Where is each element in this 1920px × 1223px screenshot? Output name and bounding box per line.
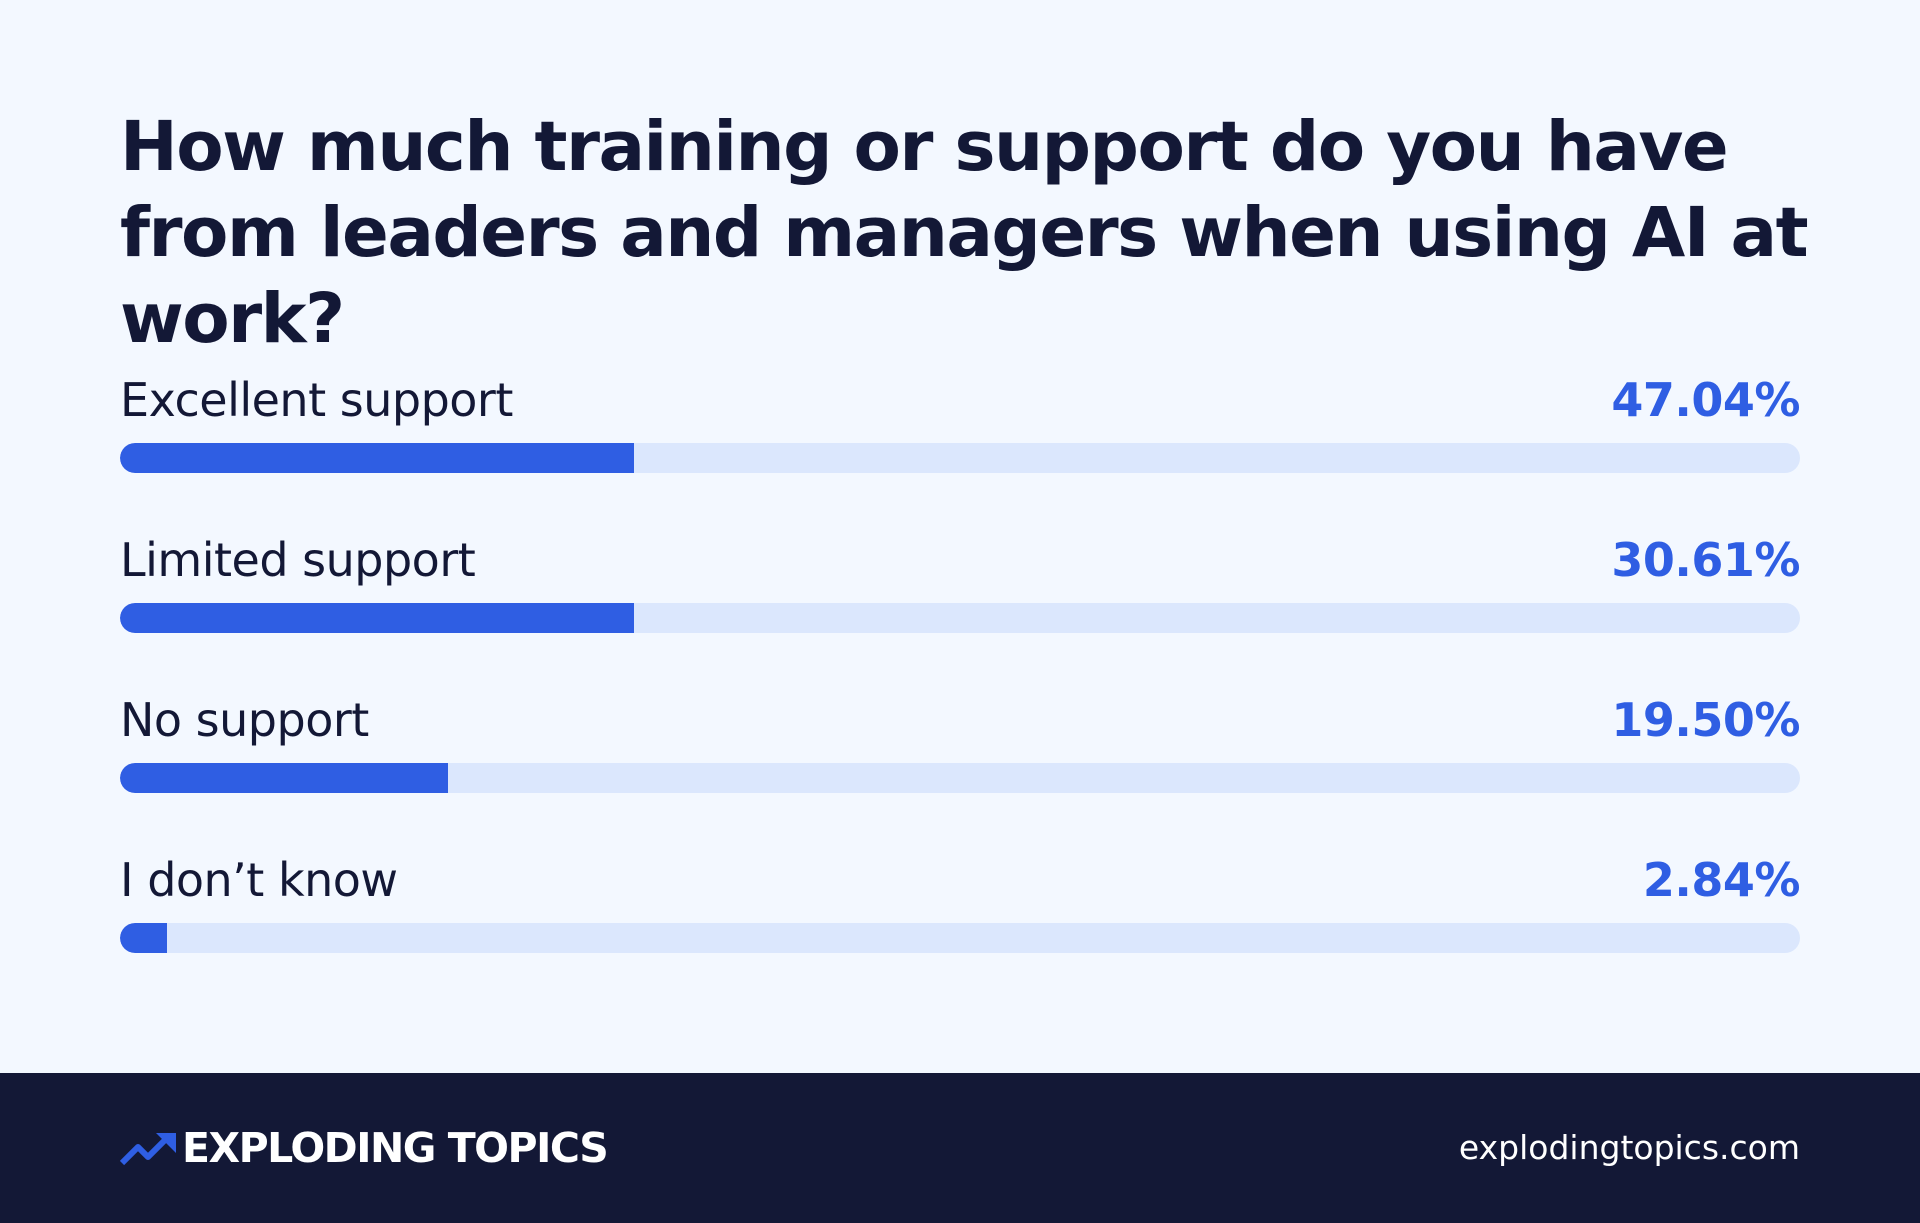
brand-logo[interactable]: EXPLODING TOPICS [120, 1123, 609, 1173]
footer: EXPLODING TOPICS explodingtopics.com [0, 1073, 1920, 1223]
value-label: 47.04% [1611, 373, 1800, 427]
category-label: Limited support [120, 533, 476, 587]
chart-row: Excellent support 47.04% [120, 360, 1800, 520]
bar-fill [120, 923, 168, 953]
value-label: 30.61% [1611, 533, 1800, 587]
category-label: No support [120, 693, 369, 747]
bar-fill [120, 763, 448, 793]
bar-chart: Excellent support 47.04% Limited support 30… [120, 360, 1801, 1000]
chart-row: No support 19.50% [120, 680, 1800, 840]
bar-fill [120, 603, 635, 633]
brand-name: EXPLODING TOPICS [182, 1124, 609, 1172]
value-label: 19.50% [1611, 693, 1800, 747]
bar-track [120, 443, 1800, 473]
trending-up-icon [120, 1132, 176, 1166]
site-url[interactable]: explodingtopics.com [1458, 1128, 1800, 1167]
bar-fill [120, 443, 635, 473]
value-label: 2.84% [1642, 853, 1801, 907]
chart-row: Limited support 30.61% [120, 520, 1800, 680]
category-label: Excellent support [120, 373, 513, 427]
bar-track [120, 603, 1800, 633]
bar-track [120, 923, 1800, 953]
chart-title: How much training or support do you have… [120, 107, 1809, 359]
category-label: I don’t know [120, 853, 398, 907]
chart-row: I don’t know 2.84% [120, 840, 1801, 1000]
bar-track [120, 763, 1800, 793]
